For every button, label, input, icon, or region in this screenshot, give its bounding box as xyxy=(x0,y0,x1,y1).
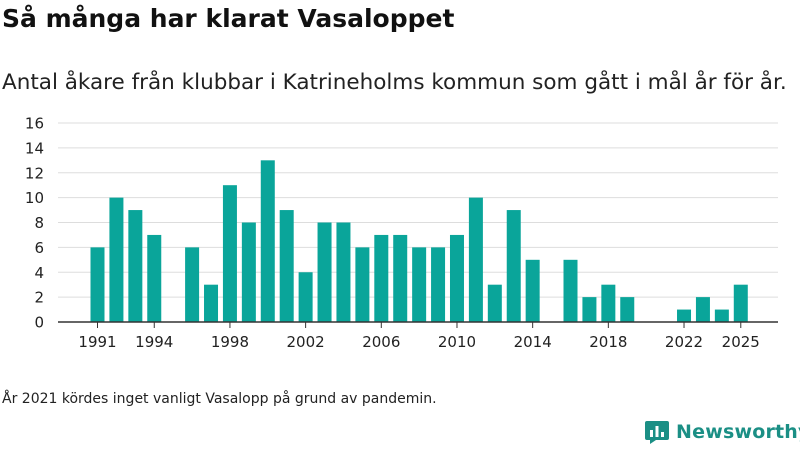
bar xyxy=(714,309,729,322)
y-tick-label: 14 xyxy=(25,139,44,157)
y-tick-label: 8 xyxy=(34,214,44,232)
brand-name: Newsworthy xyxy=(676,421,800,443)
y-tick-label: 12 xyxy=(25,164,44,182)
brand-logo[interactable]: Newsworthy xyxy=(644,419,800,445)
bar xyxy=(147,234,162,322)
y-tick-label: 4 xyxy=(34,264,44,282)
bar xyxy=(601,284,616,322)
bar xyxy=(109,197,124,322)
bar xyxy=(468,197,483,322)
bar xyxy=(128,210,143,322)
bar xyxy=(374,234,389,322)
bar xyxy=(677,309,692,322)
footnote: År 2021 kördes inget vanligt Vasalopp på… xyxy=(2,391,437,407)
bar xyxy=(487,284,502,322)
y-tick-label: 2 xyxy=(34,289,44,307)
bar xyxy=(279,210,294,322)
bar xyxy=(241,222,256,322)
bar xyxy=(204,284,219,322)
bar xyxy=(506,210,521,322)
x-tick-label: 2018 xyxy=(589,333,627,351)
y-tick-label: 6 xyxy=(34,239,44,257)
x-tick-label: 2002 xyxy=(287,333,325,351)
bar xyxy=(431,247,446,322)
bar xyxy=(90,247,105,322)
x-tick-label: 2022 xyxy=(665,333,703,351)
x-tick-label: 2006 xyxy=(362,333,400,351)
bar xyxy=(582,297,597,322)
bar xyxy=(525,259,540,322)
bar xyxy=(355,247,370,322)
bar xyxy=(317,222,332,322)
bar-chart-logo-icon xyxy=(645,421,669,444)
y-tick-label: 0 xyxy=(34,314,44,332)
bar xyxy=(563,259,578,322)
x-tick-label: 2025 xyxy=(722,333,760,351)
y-tick-label: 16 xyxy=(25,115,44,133)
x-tick-label: 2010 xyxy=(438,333,476,351)
bar xyxy=(336,222,351,322)
chart-title: Så många har klarat Vasaloppet xyxy=(2,4,455,33)
x-tick-label: 2014 xyxy=(514,333,552,351)
bar xyxy=(412,247,427,322)
bar xyxy=(733,284,748,322)
y-tick-label: 10 xyxy=(25,189,44,207)
bar xyxy=(222,185,237,322)
x-tick-label: 1994 xyxy=(135,333,173,351)
bar xyxy=(298,272,313,322)
bar xyxy=(260,160,275,322)
bar xyxy=(620,297,635,322)
bars xyxy=(90,160,748,322)
x-tick-label: 1998 xyxy=(211,333,249,351)
bar xyxy=(449,234,464,322)
bar xyxy=(695,297,710,322)
chart-subtitle: Antal åkare från klubbar i Katrineholms … xyxy=(2,70,787,95)
axes: 0 2 4 6 8 10 12 14 16 1991 1994 1998 2002 2006 2010 201… xyxy=(25,115,778,351)
bar xyxy=(185,247,200,322)
bar xyxy=(393,234,408,322)
x-tick-label: 1991 xyxy=(78,333,116,351)
